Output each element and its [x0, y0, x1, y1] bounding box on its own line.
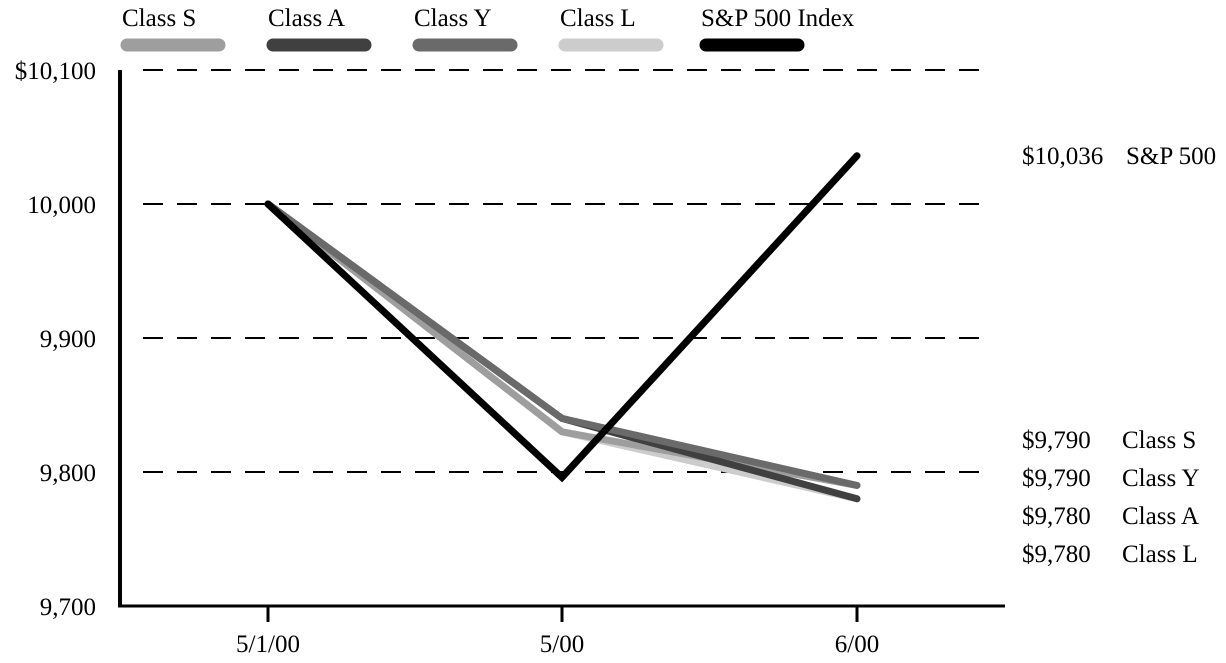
y-axis-ticks: $10,100 10,000 9,900 9,800 9,700 [15, 58, 96, 621]
legend-item-class-y: Class Y [412, 5, 518, 52]
legend: Class S Class A Class Y Class L S&P 500 Inde… [120, 5, 855, 52]
y-tick-label: 9,800 [40, 460, 96, 487]
end-label-name: Class Y [1122, 465, 1200, 492]
end-label-class-s: $9,790 Class S [1022, 427, 1196, 454]
y-tick-label: 9,900 [40, 326, 96, 353]
x-tick-label: 6/00 [835, 631, 879, 658]
legend-item-sandp-500-index: S&P 500 Index [699, 5, 855, 52]
legend-label: Class S [122, 5, 196, 32]
series-line-sandp-500-index [264, 152, 861, 483]
x-tick-label: 5/00 [540, 631, 584, 658]
end-label-name: Class S [1122, 427, 1196, 454]
y-tick-label: 10,000 [27, 192, 96, 219]
series-line-class-s [264, 200, 861, 489]
end-label-value: $9,780 [1022, 503, 1091, 530]
y-tick-label: 9,700 [40, 594, 96, 621]
end-label-class-a: $9,780 Class A [1022, 503, 1199, 530]
y-tick-label: $10,100 [15, 58, 96, 85]
end-label-value: $9,780 [1022, 541, 1091, 568]
end-label-class-l: $9,780 Class L [1022, 541, 1198, 568]
legend-label: Class A [268, 5, 345, 32]
legend-item-class-s: Class S [120, 5, 226, 52]
end-label-name: Class L [1122, 541, 1198, 568]
end-labels: $10,036 S&P 500 $9,790 Class S $9,790 Class Y… [1022, 143, 1216, 568]
end-label-class-y: $9,790 Class Y [1022, 465, 1200, 492]
end-label-name: Class A [1122, 503, 1199, 530]
end-label-sandp-500: $10,036 S&P 500 [1022, 143, 1216, 170]
axes [118, 70, 1005, 608]
legend-label: Class L [560, 5, 636, 32]
end-label-name: S&P 500 [1126, 143, 1216, 170]
legend-item-class-l: Class L [558, 5, 664, 52]
legend-item-class-a: Class A [266, 5, 372, 52]
grid-lines [143, 69, 985, 473]
series-line-class-y [264, 200, 861, 489]
end-label-value: $10,036 [1022, 143, 1103, 170]
end-label-value: $9,790 [1022, 465, 1091, 492]
x-axis-ticks: 5/1/00 5/00 6/00 [236, 606, 879, 658]
series-lines [264, 152, 861, 503]
legend-label: Class Y [414, 5, 492, 32]
x-tick-label: 5/1/00 [236, 631, 300, 658]
end-label-value: $9,790 [1022, 427, 1091, 454]
legend-label: S&P 500 Index [701, 5, 855, 32]
